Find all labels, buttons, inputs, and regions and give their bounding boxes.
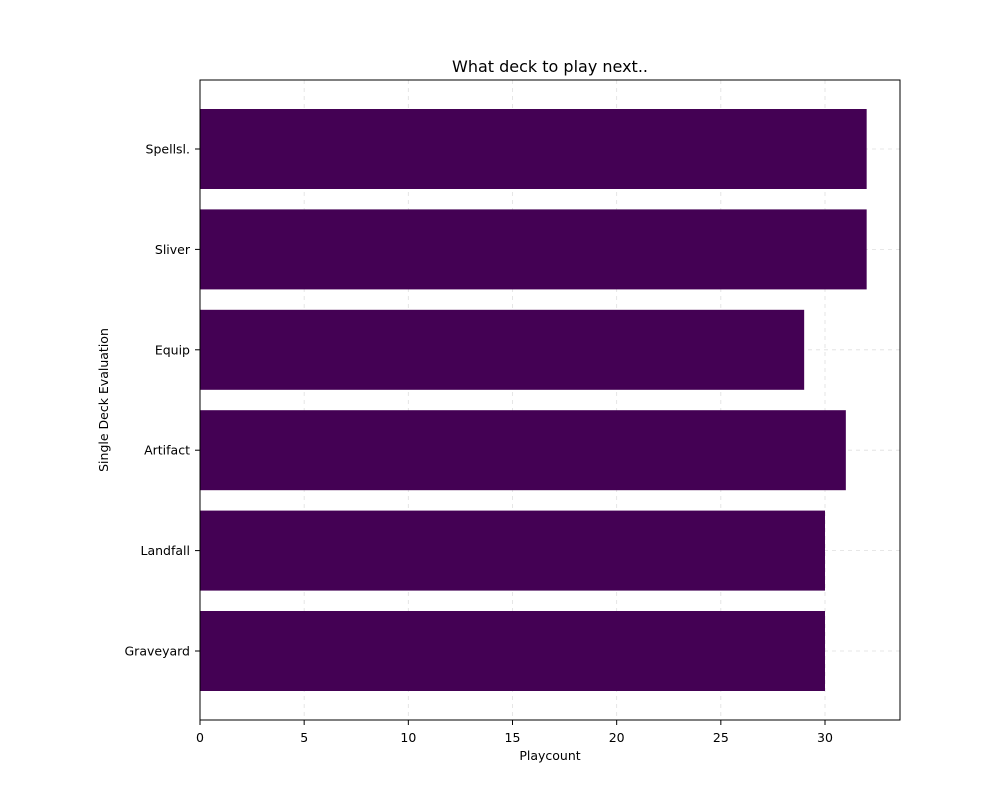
y-axis-ticks: Graveyard Landfall Artifact Equip Sliver Spel… xyxy=(125,142,200,659)
x-axis-label: Playcount xyxy=(519,748,580,763)
x-tick-label: 20 xyxy=(609,730,625,745)
y-tick-label: Graveyard xyxy=(125,644,191,659)
bars xyxy=(200,109,867,691)
bar-sliver xyxy=(200,209,867,290)
y-axis-label: Single Deck Evaluation xyxy=(96,328,111,472)
chart-title: What deck to play next.. xyxy=(452,57,648,76)
y-tick-label: Spellsl. xyxy=(146,142,190,157)
bar-artifact xyxy=(200,410,846,491)
x-tick-label: 10 xyxy=(400,730,416,745)
y-tick-label: Equip xyxy=(155,342,190,357)
bar-landfall xyxy=(200,510,825,591)
y-tick-label: Sliver xyxy=(155,242,191,257)
x-tick-label: 15 xyxy=(505,730,521,745)
bar-spellsl xyxy=(200,109,867,189)
x-tick-label: 25 xyxy=(713,730,729,745)
y-tick-label: Artifact xyxy=(144,443,190,458)
bar-equip xyxy=(200,309,805,390)
y-tick-label: Landfall xyxy=(141,543,191,558)
bar-graveyard xyxy=(200,611,825,691)
x-tick-label: 0 xyxy=(196,730,204,745)
plot-frame xyxy=(199,79,901,721)
x-axis-ticks: 0 5 10 15 20 25 30 xyxy=(196,720,833,745)
x-tick-label: 5 xyxy=(300,730,308,745)
x-tick-label: 30 xyxy=(817,730,833,745)
